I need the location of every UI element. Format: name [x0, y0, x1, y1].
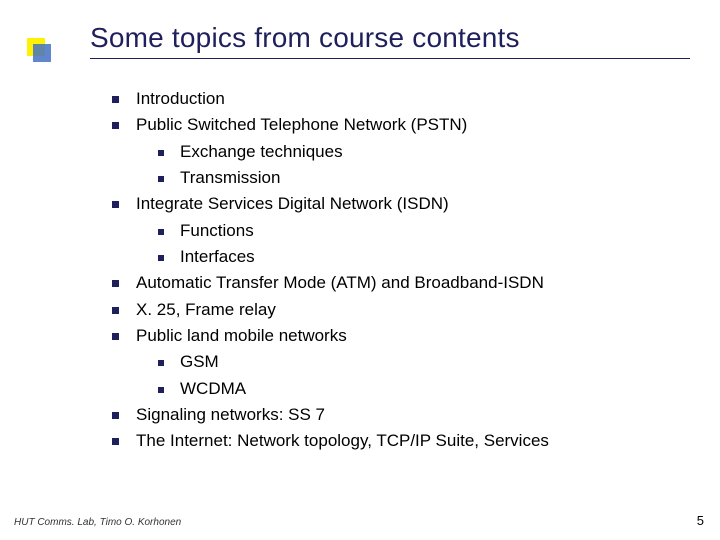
sub-list: GSM WCDMA: [136, 349, 692, 402]
list-item: The Internet: Network topology, TCP/IP S…: [112, 428, 692, 454]
accent-blue-square: [33, 44, 51, 62]
list-item: Signaling networks: SS 7: [112, 402, 692, 428]
list-item: Transmission: [158, 165, 692, 191]
list-item: Public land mobile networks GSM WCDMA: [112, 323, 692, 402]
sub-list: Exchange techniques Transmission: [136, 139, 692, 192]
list-item: Functions: [158, 218, 692, 244]
list-item: Introduction: [112, 86, 692, 112]
item-label: Introduction: [136, 89, 225, 108]
title-accent-icon: [27, 38, 49, 60]
item-label: Transmission: [180, 168, 280, 187]
content-area: Introduction Public Switched Telephone N…: [112, 86, 692, 455]
item-label: GSM: [180, 352, 219, 371]
slide-title: Some topics from course contents: [90, 22, 690, 54]
list-item: Interfaces: [158, 244, 692, 270]
item-label: X. 25, Frame relay: [136, 300, 276, 319]
item-label: Automatic Transfer Mode (ATM) and Broadb…: [136, 273, 544, 292]
list-item: Exchange techniques: [158, 139, 692, 165]
list-item: GSM: [158, 349, 692, 375]
list-item: WCDMA: [158, 376, 692, 402]
item-label: Signaling networks: SS 7: [136, 405, 325, 424]
item-label: Public Switched Telephone Network (PSTN): [136, 115, 467, 134]
list-item: Automatic Transfer Mode (ATM) and Broadb…: [112, 270, 692, 296]
sub-list: Functions Interfaces: [136, 218, 692, 271]
item-label: Interfaces: [180, 247, 255, 266]
page-number: 5: [697, 513, 704, 528]
item-label: The Internet: Network topology, TCP/IP S…: [136, 431, 549, 450]
footer-text: HUT Comms. Lab, Timo O. Korhonen: [14, 517, 181, 528]
item-label: Public land mobile networks: [136, 326, 347, 345]
item-label: WCDMA: [180, 379, 246, 398]
title-area: Some topics from course contents: [90, 22, 690, 59]
list-item: Public Switched Telephone Network (PSTN)…: [112, 112, 692, 191]
item-label: Exchange techniques: [180, 142, 343, 161]
item-label: Functions: [180, 221, 254, 240]
topic-list: Introduction Public Switched Telephone N…: [112, 86, 692, 455]
list-item: Integrate Services Digital Network (ISDN…: [112, 191, 692, 270]
list-item: X. 25, Frame relay: [112, 297, 692, 323]
title-underline: [90, 58, 690, 59]
item-label: Integrate Services Digital Network (ISDN…: [136, 194, 449, 213]
